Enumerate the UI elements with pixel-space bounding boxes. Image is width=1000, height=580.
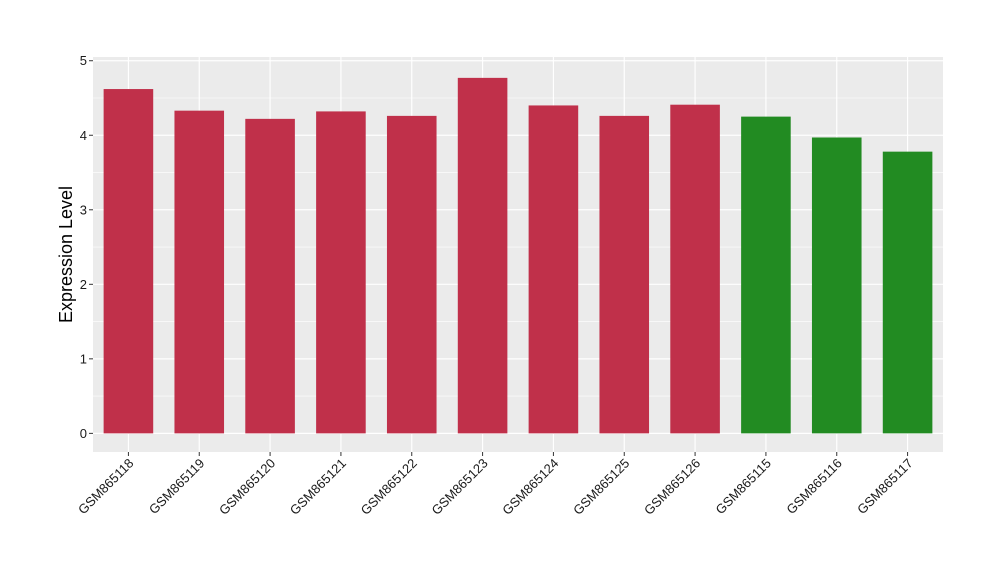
x-axis: GSM865118 GSM865119 GSM865120 GSM865121 GSM8…	[75, 452, 916, 518]
y-tick-label: 5	[80, 53, 87, 68]
x-tick-label: GSM865115	[712, 456, 774, 518]
y-tick-label: 1	[80, 351, 87, 366]
x-tick-label: GSM865126	[641, 456, 703, 518]
bar	[386, 115, 437, 434]
x-tick-label: GSM865121	[287, 456, 349, 518]
y-axis-title: Expression Level	[56, 186, 76, 323]
bar	[457, 77, 508, 434]
x-tick-label: GSM865120	[216, 456, 278, 518]
y-tick-label: 0	[80, 426, 87, 441]
x-tick-label: GSM865116	[783, 456, 845, 518]
bar	[174, 110, 225, 434]
y-tick-label: 4	[80, 128, 87, 143]
bar	[316, 111, 366, 434]
x-tick-label: GSM865122	[358, 456, 420, 518]
y-tick-label: 3	[80, 202, 87, 217]
x-tick-label: GSM865119	[146, 456, 208, 518]
bar	[245, 118, 295, 434]
bars	[103, 77, 933, 434]
x-tick-label: GSM865124	[499, 456, 561, 518]
bar	[599, 115, 650, 434]
plot-panel	[93, 57, 943, 452]
bar	[528, 105, 579, 434]
bar	[741, 116, 791, 434]
bar	[670, 104, 720, 434]
x-tick-label: GSM865118	[75, 456, 137, 518]
y-tick-label: 2	[80, 277, 87, 292]
bar	[882, 151, 933, 434]
minor-gridlines	[93, 97, 943, 397]
bar	[103, 89, 154, 434]
x-tick-label: GSM865117	[854, 456, 916, 518]
y-axis: 0 1 2 3 4 5	[80, 53, 93, 441]
x-tick-label: GSM865123	[428, 456, 490, 518]
bar	[811, 137, 862, 434]
x-tick-label: GSM865125	[570, 456, 632, 518]
